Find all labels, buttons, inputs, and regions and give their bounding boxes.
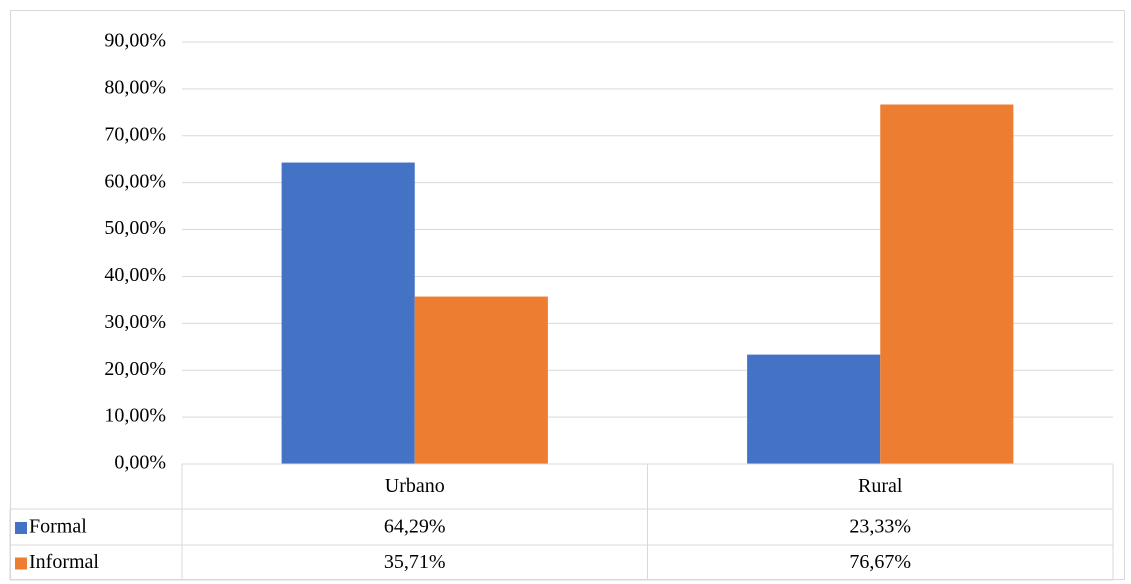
bar [747, 354, 881, 464]
table-value: 35,71% [384, 551, 446, 573]
y-tick-label: 0,00% [114, 452, 166, 474]
table-value: 76,67% [849, 551, 911, 573]
y-tick-label: 90,00% [104, 30, 166, 52]
y-tick-label: 40,00% [104, 264, 166, 286]
y-tick-label: 70,00% [104, 123, 166, 145]
y-tick-label: 80,00% [104, 76, 166, 98]
legend-label: Formal [29, 516, 87, 538]
y-tick-label: 50,00% [104, 217, 166, 239]
legend-swatch [15, 522, 27, 534]
y-tick-label: 30,00% [104, 311, 166, 333]
bar [880, 104, 1014, 464]
legend-swatch [15, 557, 27, 570]
bar [281, 162, 415, 464]
table-value: 23,33% [849, 516, 911, 538]
table-value: 64,29% [384, 516, 446, 538]
y-tick-label: 60,00% [104, 170, 166, 192]
x-tick-label: Urbano [385, 475, 445, 497]
bar [414, 296, 548, 464]
legend-label: Informal [29, 551, 99, 573]
x-tick-label: Rural [858, 475, 903, 497]
y-tick-label: 10,00% [104, 405, 166, 427]
y-tick-label: 20,00% [104, 358, 166, 380]
